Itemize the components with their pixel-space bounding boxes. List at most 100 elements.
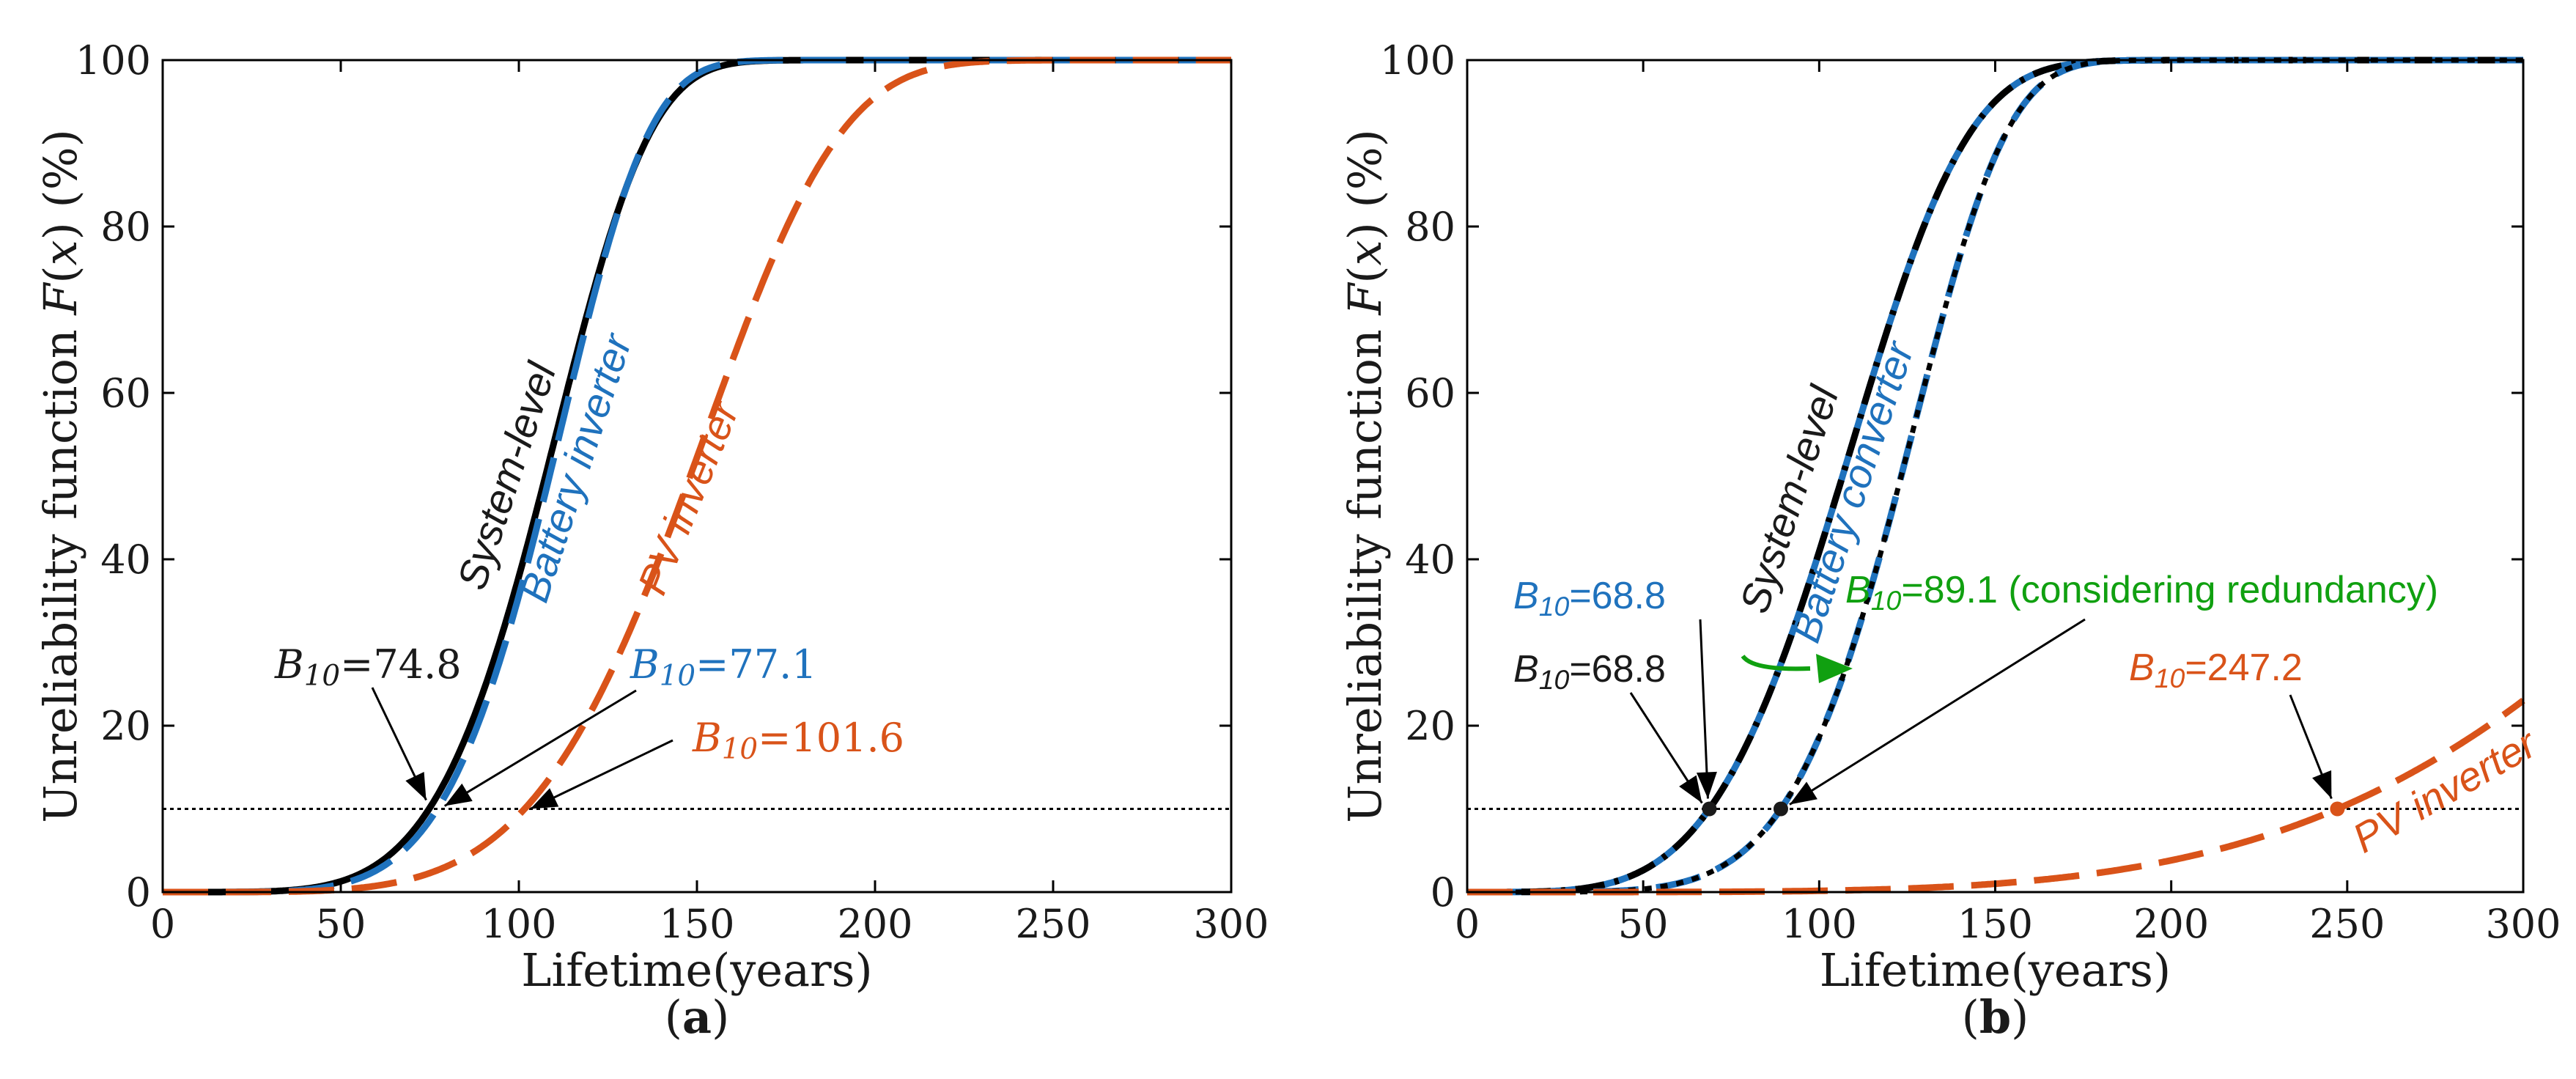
series-line-battery (1467, 56, 2523, 896)
y-tick-label: 20 (1405, 703, 1455, 749)
text-part: B (1513, 575, 1539, 617)
text-part: =77.1 (695, 641, 816, 688)
text-part: x (1338, 240, 1392, 265)
x-tick-label: 50 (1618, 901, 1669, 947)
x-tick-value: 150 (1957, 901, 2033, 947)
text-part: B (1845, 569, 1871, 611)
arrow-system-b10-head (405, 771, 427, 800)
x-tick-label: 50 (316, 901, 366, 947)
text-part: ( (34, 265, 87, 283)
y-tick-label: 0 (126, 869, 151, 916)
text-part: x (34, 240, 87, 265)
x-tick-label: 150 (659, 901, 734, 947)
x-tick-label: 0 (1455, 901, 1480, 947)
text-part: ) (2011, 990, 2029, 1044)
text-part: a (682, 990, 712, 1044)
x-tick-value: 300 (1193, 901, 1269, 947)
arrow-redundancy-b10-shaft (1789, 618, 2086, 806)
y-tick-label: 80 (100, 204, 151, 250)
x-tick-label: 150 (1957, 901, 2033, 947)
series-line-battery_redundant (1467, 56, 2523, 896)
text-part: =247.2 (2185, 647, 2303, 689)
x-tick-value: 150 (659, 901, 734, 947)
text-part: 10 (304, 660, 340, 693)
y-tick-label: 60 (100, 370, 151, 416)
y-tick-value: 0 (1431, 869, 1455, 916)
y-tick-label: 0 (1431, 869, 1455, 916)
y-axis-label: Unreliability function F(x) (%) (34, 129, 87, 823)
annotation-pv-b10: B10=101.6 (692, 715, 904, 766)
text-part: Unreliability function (1338, 315, 1392, 823)
text-part: ( (1338, 265, 1392, 283)
panel-label: (b) (1962, 990, 2029, 1044)
x-tick-label: 300 (2485, 901, 2561, 947)
series-line-system (1467, 56, 2523, 896)
text-part: 10 (1539, 664, 1570, 695)
y-tick-value: 80 (100, 204, 151, 250)
text-part: B (692, 715, 722, 761)
x-tick-value: 50 (316, 901, 366, 947)
x-tick-label: 300 (1193, 901, 1269, 947)
annotation-battery-b10: B10=68.8 (1513, 575, 1666, 622)
x-tick-label: 100 (1782, 901, 1857, 947)
curve-label-pv: PV inverter (629, 394, 748, 601)
annotation-system-b10: B10=74.8 (274, 641, 462, 693)
point-b10-68 (1702, 801, 1717, 817)
text-part: PV inverter (629, 394, 748, 601)
text-part: B (1513, 648, 1539, 691)
redundancy-shift-arrow (1741, 655, 1811, 671)
x-axis-text: Lifetime(years) (521, 943, 872, 997)
arrow-redundancy-b10-head (1789, 781, 1817, 805)
text-part: =101.6 (758, 715, 904, 761)
x-tick-label: 250 (2309, 901, 2385, 947)
text-part: F (34, 282, 87, 316)
x-tick-value: 250 (1015, 901, 1090, 947)
x-tick-label: 200 (837, 901, 912, 947)
text-part: ( (1962, 990, 1979, 1044)
arrow-battery-b10-head (1696, 771, 1717, 799)
y-tick-value: 60 (1405, 370, 1455, 416)
plot-frame (1466, 59, 2525, 894)
text-part: ) (%) (1338, 129, 1392, 240)
panel-label: (a) (665, 990, 730, 1044)
text-part: 10 (1539, 591, 1570, 622)
annotation-pv-b10: B10=247.2 (2129, 647, 2303, 693)
y-tick-value: 20 (1405, 703, 1455, 749)
arrow-battery-b10-shaft (443, 689, 637, 807)
x-tick-label: 0 (150, 901, 175, 947)
text-part: =68.8 (1569, 575, 1666, 617)
x-tick-value: 200 (837, 901, 912, 947)
text-part: b (1979, 990, 2011, 1044)
redundancy-shift-arrow-head (1816, 654, 1853, 683)
x-axis-label: Lifetime(years) (521, 943, 872, 997)
y-tick-value: 60 (100, 370, 151, 416)
y-tick-label: 80 (1405, 204, 1455, 250)
text-part: 10 (660, 660, 695, 693)
x-tick-value: 0 (1455, 901, 1480, 947)
y-tick-value: 100 (1380, 37, 1455, 84)
text-part: ) (712, 990, 729, 1044)
text-part: F (1338, 282, 1392, 316)
text-part: 10 (1871, 585, 1902, 616)
point-b10-89 (1773, 801, 1788, 817)
x-tick-value: 50 (1618, 901, 1669, 947)
text-part: =68.8 (1569, 648, 1666, 691)
point-b10-247 (2330, 801, 2345, 817)
series-line-pv (1467, 697, 2525, 896)
y-tick-value: 0 (126, 869, 151, 916)
y-tick-label: 20 (100, 703, 151, 749)
text-part: =89.1 (considering redundancy) (1901, 569, 2438, 611)
y-tick-label: 40 (1405, 537, 1455, 583)
text-part: Unreliability function (34, 315, 87, 823)
arrow-pv-b10-head (530, 788, 559, 809)
x-tick-label: 200 (2133, 901, 2209, 947)
x-tick-value: 0 (150, 901, 175, 947)
y-tick-value: 40 (100, 537, 151, 583)
y-tick-value: 100 (75, 37, 151, 84)
text-part: ( (665, 990, 682, 1044)
y-tick-label: 100 (75, 37, 151, 84)
x-tick-label: 250 (1015, 901, 1090, 947)
x-axis-label: Lifetime(years) (1820, 943, 2171, 997)
annotation-system-b10: B10=68.8 (1513, 648, 1666, 695)
